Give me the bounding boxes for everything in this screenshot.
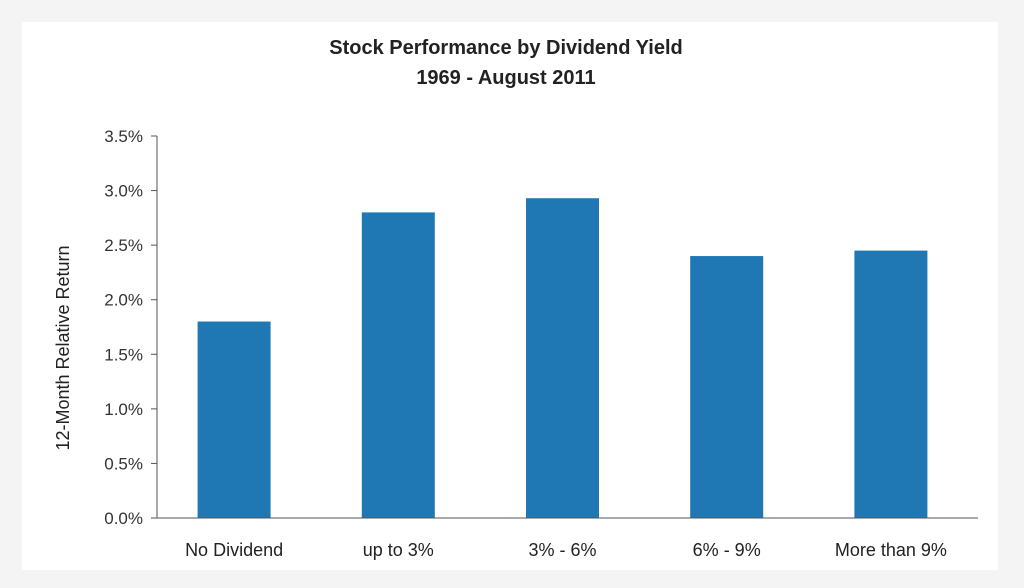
y-axis-title: 12-Month Relative Return: [53, 245, 73, 450]
bar: [854, 250, 928, 518]
x-tick-label: 3% - 6%: [528, 540, 596, 560]
bar: [690, 256, 764, 518]
x-tick-label: More than 9%: [835, 540, 947, 560]
y-tick-label: 1.5%: [104, 345, 143, 364]
y-tick-label: 2.5%: [104, 236, 143, 255]
y-tick-label: 3.0%: [104, 182, 143, 201]
x-axis-labels: No Dividend up to 3% 3% - 6% 6% - 9% More th…: [185, 540, 947, 560]
bars: [197, 198, 928, 518]
bar: [526, 198, 599, 518]
bar: [197, 321, 271, 518]
y-tick-label: 3.5%: [104, 127, 143, 146]
chart-subtitle: 1969 - August 2011: [416, 67, 595, 89]
bar-chart: Stock Performance by Dividend Yield 1969…: [53, 37, 978, 560]
chart-title: Stock Performance by Dividend Yield: [329, 37, 682, 59]
x-tick-label: 6% - 9%: [693, 540, 761, 560]
x-tick-label: No Dividend: [185, 540, 283, 560]
x-tick-label: up to 3%: [363, 540, 434, 560]
y-axis-ticks: 0.0% 0.5% 1.0% 1.5% 2.0% 2.5% 3.0% 3.5%: [104, 127, 157, 528]
y-tick-label: 1.0%: [104, 400, 143, 419]
y-tick-label: 0.5%: [104, 454, 143, 473]
y-tick-label: 2.0%: [104, 291, 143, 310]
bar: [361, 212, 435, 518]
chart-frame: Stock Performance by Dividend Yield 1969…: [22, 22, 998, 570]
y-tick-label: 0.0%: [104, 509, 143, 528]
